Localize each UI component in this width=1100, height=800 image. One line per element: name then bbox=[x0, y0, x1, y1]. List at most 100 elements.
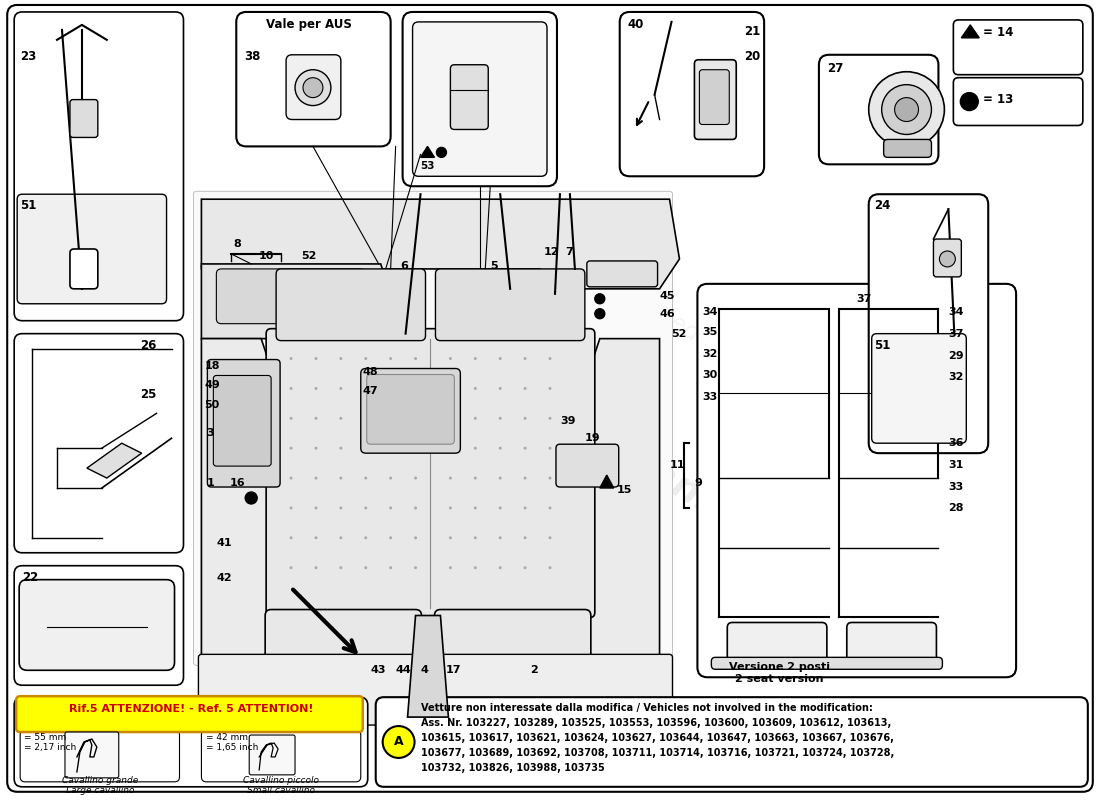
Circle shape bbox=[449, 566, 452, 569]
Circle shape bbox=[449, 446, 452, 450]
Text: = 14: = 14 bbox=[983, 26, 1013, 39]
FancyBboxPatch shape bbox=[412, 22, 547, 176]
Circle shape bbox=[389, 446, 392, 450]
Text: Cavallino grande
Large cavallino: Cavallino grande Large cavallino bbox=[62, 776, 138, 795]
FancyBboxPatch shape bbox=[436, 269, 585, 341]
FancyBboxPatch shape bbox=[366, 374, 454, 444]
Circle shape bbox=[449, 387, 452, 390]
FancyBboxPatch shape bbox=[18, 194, 166, 304]
Text: 103677, 103689, 103692, 103708, 103711, 103714, 103716, 103721, 103724, 103728,: 103677, 103689, 103692, 103708, 103711, … bbox=[420, 748, 894, 758]
FancyBboxPatch shape bbox=[194, 191, 672, 666]
Circle shape bbox=[498, 417, 502, 420]
Circle shape bbox=[549, 506, 551, 510]
FancyBboxPatch shape bbox=[587, 261, 658, 287]
Text: 36: 36 bbox=[948, 438, 964, 448]
FancyBboxPatch shape bbox=[265, 610, 421, 721]
Text: 32: 32 bbox=[948, 373, 964, 382]
Text: 5: 5 bbox=[491, 261, 498, 271]
Circle shape bbox=[449, 417, 452, 420]
Circle shape bbox=[414, 446, 417, 450]
Text: 47: 47 bbox=[363, 386, 378, 397]
FancyBboxPatch shape bbox=[361, 369, 461, 453]
Circle shape bbox=[414, 566, 417, 569]
Text: 105: 105 bbox=[702, 488, 796, 568]
Circle shape bbox=[383, 726, 415, 758]
Circle shape bbox=[474, 387, 476, 390]
Circle shape bbox=[414, 387, 417, 390]
Text: 33: 33 bbox=[948, 482, 964, 492]
Text: 34: 34 bbox=[948, 306, 964, 317]
Text: Cavallino piccolo
Small cavallino: Cavallino piccolo Small cavallino bbox=[243, 776, 319, 795]
FancyBboxPatch shape bbox=[619, 12, 764, 176]
Circle shape bbox=[524, 477, 527, 479]
FancyBboxPatch shape bbox=[208, 359, 280, 487]
Text: Rif.5 ATTENZIONE! - Ref. 5 ATTENTION!: Rif.5 ATTENZIONE! - Ref. 5 ATTENTION! bbox=[69, 704, 313, 714]
Polygon shape bbox=[420, 146, 434, 158]
Circle shape bbox=[245, 492, 257, 504]
Circle shape bbox=[498, 446, 502, 450]
Circle shape bbox=[389, 387, 392, 390]
Polygon shape bbox=[408, 615, 449, 717]
Circle shape bbox=[315, 357, 318, 360]
Circle shape bbox=[315, 387, 318, 390]
Circle shape bbox=[939, 251, 956, 267]
Circle shape bbox=[414, 506, 417, 510]
FancyBboxPatch shape bbox=[276, 269, 426, 341]
Circle shape bbox=[340, 357, 342, 360]
FancyBboxPatch shape bbox=[700, 70, 729, 125]
Text: 24: 24 bbox=[873, 199, 890, 212]
FancyBboxPatch shape bbox=[14, 697, 367, 787]
FancyBboxPatch shape bbox=[236, 12, 390, 146]
FancyBboxPatch shape bbox=[869, 194, 988, 453]
Circle shape bbox=[340, 387, 342, 390]
Text: 53: 53 bbox=[420, 162, 434, 171]
Text: 45: 45 bbox=[660, 291, 675, 301]
Text: 21: 21 bbox=[745, 25, 760, 38]
Circle shape bbox=[474, 536, 476, 539]
Circle shape bbox=[315, 417, 318, 420]
Circle shape bbox=[960, 93, 978, 110]
FancyBboxPatch shape bbox=[818, 54, 938, 164]
Circle shape bbox=[289, 417, 293, 420]
Text: 7: 7 bbox=[565, 247, 573, 257]
Circle shape bbox=[595, 309, 605, 318]
Circle shape bbox=[549, 446, 551, 450]
Circle shape bbox=[289, 387, 293, 390]
Text: 51: 51 bbox=[20, 199, 36, 212]
FancyBboxPatch shape bbox=[20, 730, 179, 782]
Circle shape bbox=[549, 387, 551, 390]
FancyBboxPatch shape bbox=[198, 654, 672, 725]
Circle shape bbox=[302, 78, 323, 98]
FancyBboxPatch shape bbox=[727, 622, 827, 664]
Circle shape bbox=[289, 566, 293, 569]
Text: 20: 20 bbox=[745, 50, 760, 62]
Circle shape bbox=[549, 477, 551, 479]
Circle shape bbox=[414, 417, 417, 420]
Circle shape bbox=[524, 357, 527, 360]
Circle shape bbox=[474, 566, 476, 569]
Circle shape bbox=[449, 357, 452, 360]
Text: 8: 8 bbox=[233, 239, 241, 249]
Circle shape bbox=[474, 446, 476, 450]
FancyBboxPatch shape bbox=[14, 566, 184, 686]
Text: 49: 49 bbox=[205, 381, 220, 390]
Circle shape bbox=[364, 506, 367, 510]
Text: 34: 34 bbox=[703, 306, 718, 317]
Circle shape bbox=[364, 417, 367, 420]
Text: 22: 22 bbox=[22, 570, 38, 584]
FancyBboxPatch shape bbox=[954, 78, 1082, 126]
FancyBboxPatch shape bbox=[65, 732, 119, 778]
Text: 4: 4 bbox=[420, 666, 428, 675]
Text: 2: 2 bbox=[530, 666, 538, 675]
Circle shape bbox=[449, 477, 452, 479]
Text: 42: 42 bbox=[217, 573, 232, 582]
Text: 52: 52 bbox=[671, 329, 686, 338]
Text: 103732, 103826, 103988, 103735: 103732, 103826, 103988, 103735 bbox=[420, 763, 604, 773]
Circle shape bbox=[364, 536, 367, 539]
Polygon shape bbox=[201, 338, 286, 658]
Text: 3: 3 bbox=[207, 428, 215, 438]
Circle shape bbox=[524, 387, 527, 390]
Circle shape bbox=[289, 357, 293, 360]
Circle shape bbox=[549, 566, 551, 569]
Circle shape bbox=[498, 387, 502, 390]
